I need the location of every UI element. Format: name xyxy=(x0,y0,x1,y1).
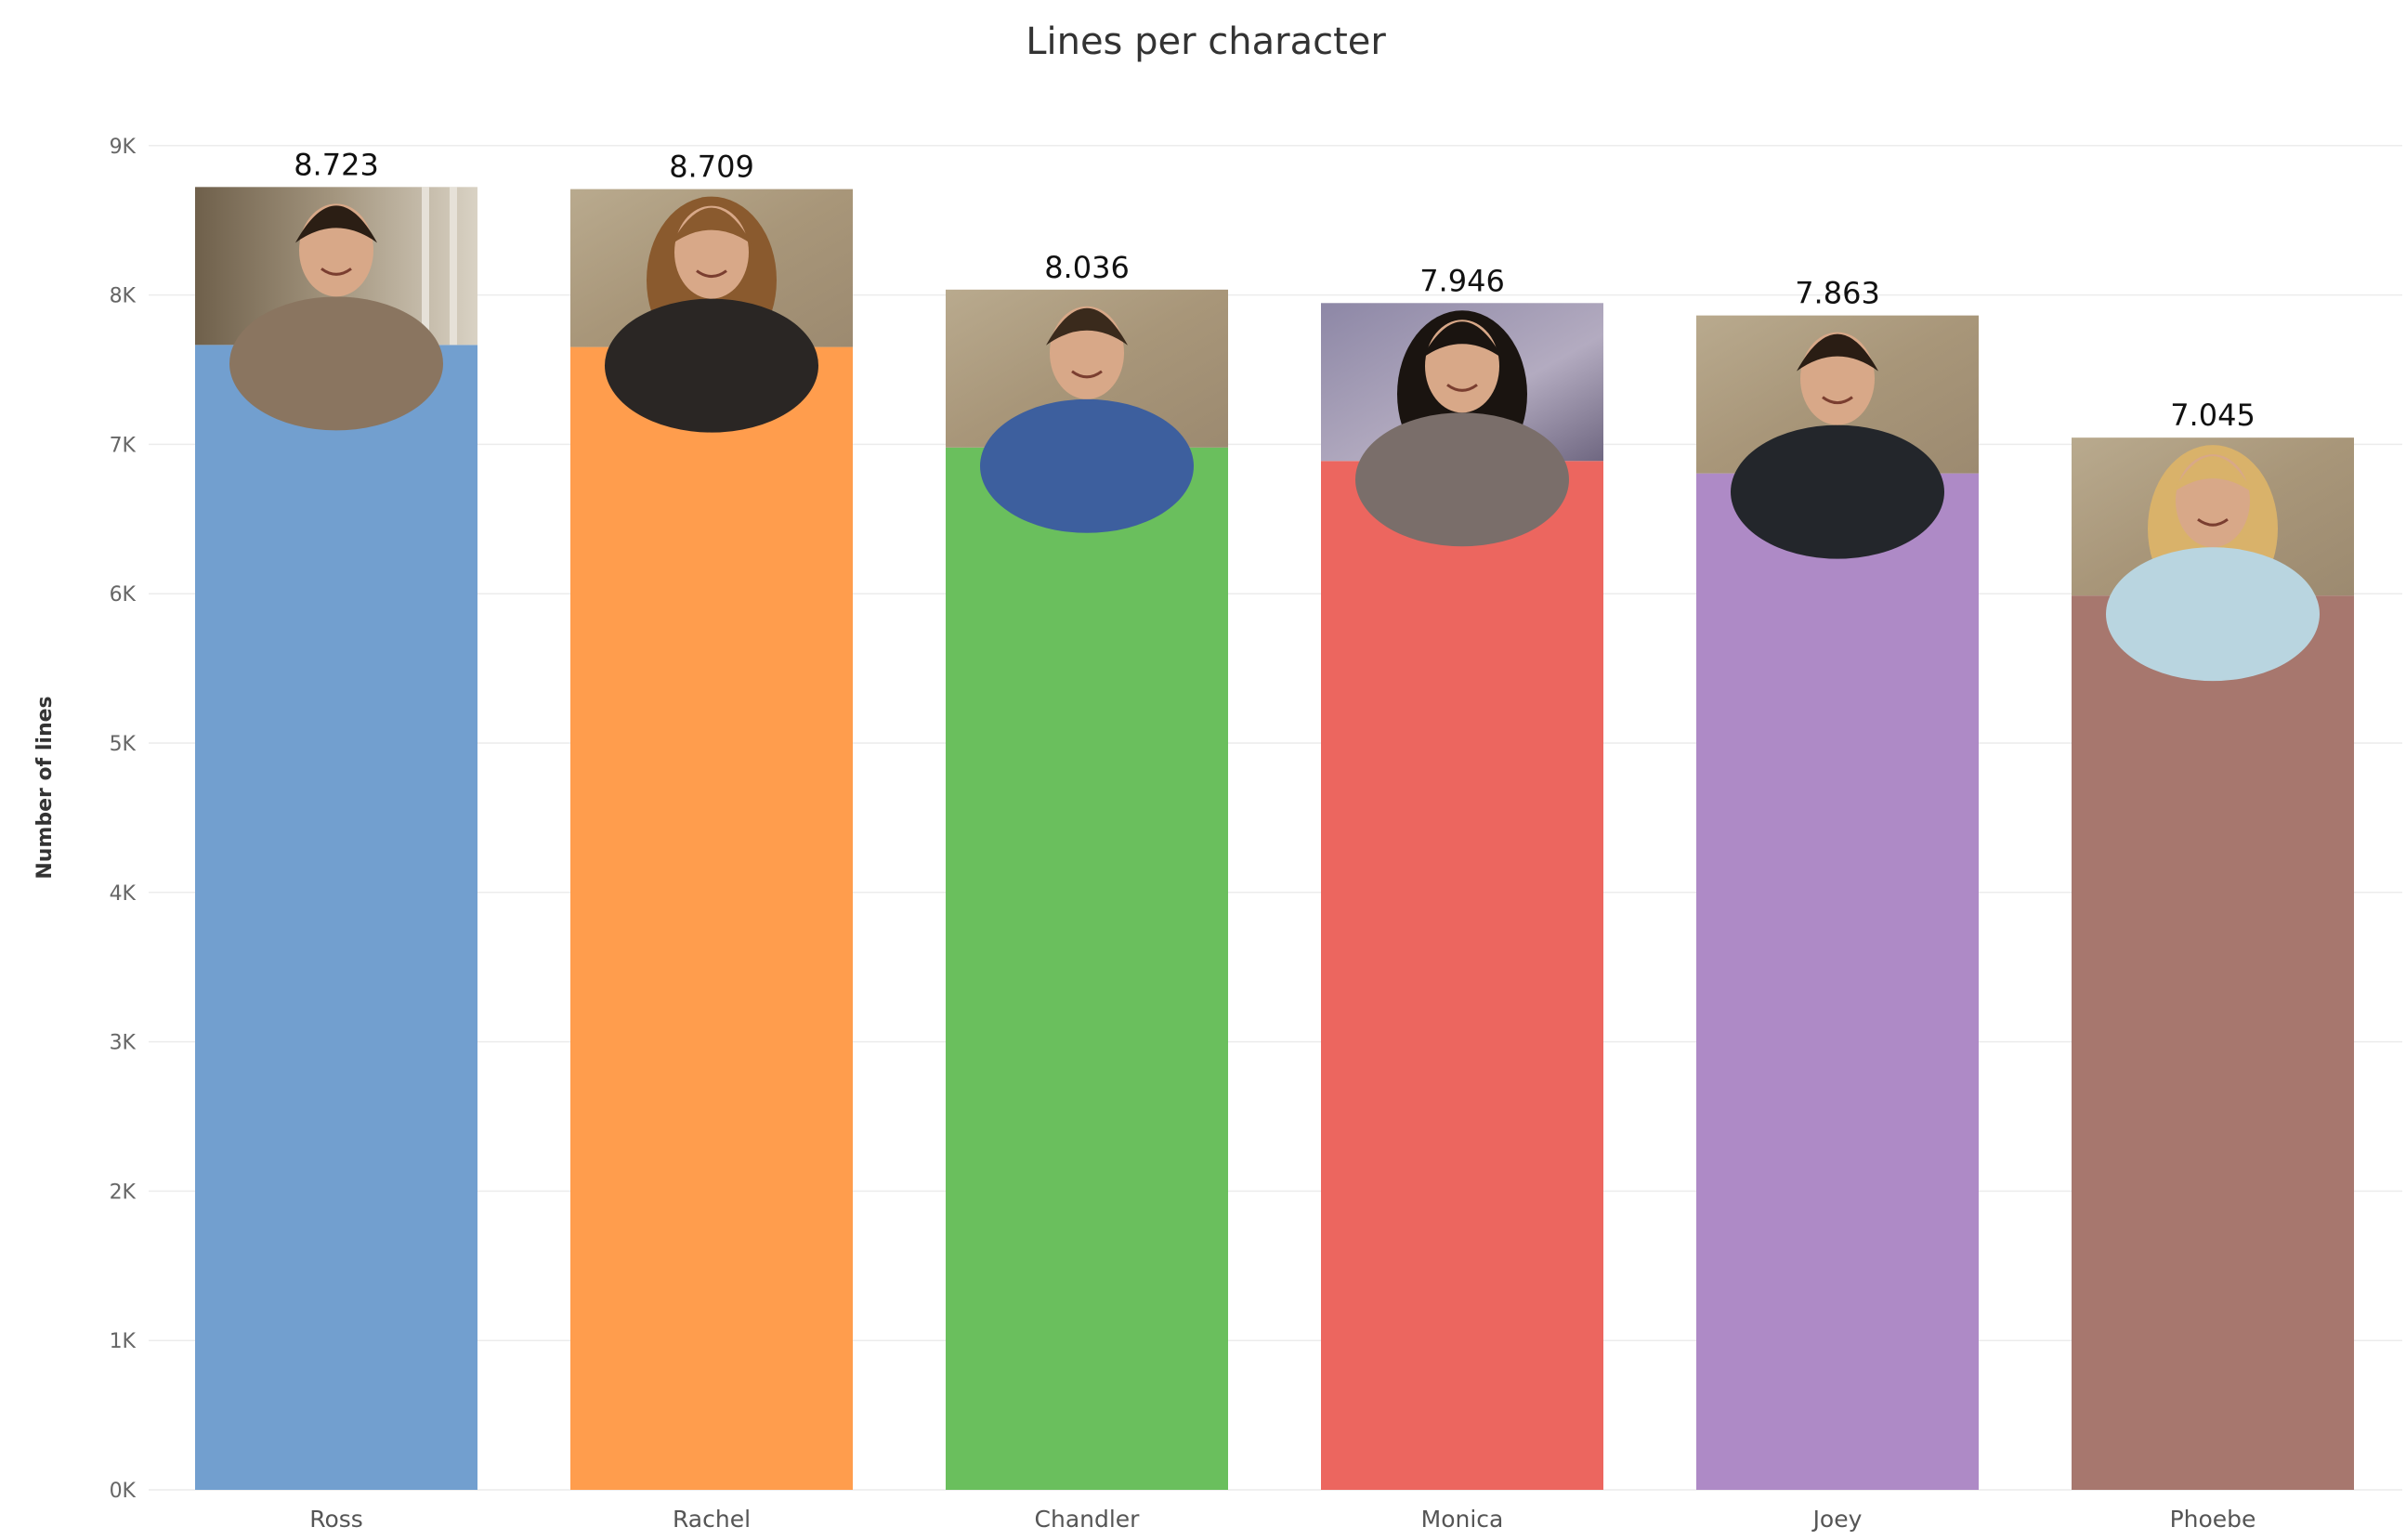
bar-monica xyxy=(1321,461,1603,1490)
bar-phoebe xyxy=(2072,595,2354,1490)
bar-chandler xyxy=(946,447,1228,1491)
bar-joey xyxy=(1696,473,1979,1490)
data-labels: 8.723 8.709 8.036 7.946 7.863 7.045 xyxy=(294,147,2256,433)
data-label-ross: 8.723 xyxy=(294,147,379,182)
y-axis-ticks: 0K 1K 2K 3K 4K 5K 6K 7K 8K 9K xyxy=(110,136,137,1503)
y-tick-label: 3K xyxy=(110,1032,137,1055)
x-axis-ticks: Ross Rachel Chandler Monica Joey Phoebe xyxy=(309,1506,2256,1533)
shoulders xyxy=(980,398,1194,533)
y-tick-label: 7K xyxy=(110,434,137,457)
data-label-rachel: 8.709 xyxy=(669,150,754,185)
x-tick-label-monica: Monica xyxy=(1421,1506,1504,1533)
bar-rachel xyxy=(570,346,853,1491)
hair xyxy=(1421,321,1503,359)
hair xyxy=(1797,333,1878,372)
photo-joey xyxy=(1696,315,1979,559)
data-label-monica: 7.946 xyxy=(1419,263,1505,298)
photo-ross xyxy=(195,187,477,431)
y-tick-label: 4K xyxy=(110,882,137,906)
hair xyxy=(295,205,377,243)
hair xyxy=(671,207,752,245)
smile xyxy=(696,269,727,279)
window-frame xyxy=(422,187,429,346)
x-tick-label-ross: Ross xyxy=(309,1506,363,1533)
y-tick-label: 2K xyxy=(110,1181,137,1204)
shoulders xyxy=(1355,412,1569,547)
shoulders xyxy=(2106,547,2320,682)
chart-title: Lines per character xyxy=(1026,20,1386,63)
y-axis-label: Number of lines xyxy=(33,696,57,879)
smile xyxy=(320,268,352,276)
y-tick-label: 9K xyxy=(110,136,137,159)
window-frame xyxy=(450,187,457,346)
shoulders xyxy=(605,298,818,433)
photo-rachel xyxy=(570,189,853,433)
photo-phoebe xyxy=(2072,437,2354,682)
shoulders xyxy=(229,296,443,431)
smile xyxy=(1446,384,1478,392)
bar-ross xyxy=(195,345,477,1491)
smile xyxy=(1822,396,1853,405)
y-tick-label: 8K xyxy=(110,285,137,308)
hair xyxy=(1046,307,1128,346)
photo-chandler xyxy=(946,289,1228,533)
portrait-photos xyxy=(195,187,2354,682)
x-tick-label-rachel: Rachel xyxy=(673,1506,751,1533)
hair xyxy=(2172,456,2254,494)
gridlines xyxy=(149,145,2402,1491)
bars xyxy=(195,345,2354,1491)
y-tick-label: 1K xyxy=(110,1330,137,1353)
data-label-joey: 7.863 xyxy=(1795,276,1880,311)
photo-monica xyxy=(1321,303,1603,547)
smile xyxy=(1071,370,1103,379)
x-tick-label-chandler: Chandler xyxy=(1035,1506,1141,1533)
smile xyxy=(2197,517,2229,527)
y-tick-label: 6K xyxy=(110,583,137,607)
y-tick-label: 5K xyxy=(110,733,137,756)
y-tick-label: 0K xyxy=(110,1480,137,1503)
data-label-chandler: 8.036 xyxy=(1044,250,1130,285)
x-tick-label-phoebe: Phoebe xyxy=(2170,1506,2256,1533)
shoulders xyxy=(1731,424,1944,559)
x-tick-label-joey: Joey xyxy=(1811,1506,1863,1533)
data-label-phoebe: 7.045 xyxy=(2170,398,2256,433)
